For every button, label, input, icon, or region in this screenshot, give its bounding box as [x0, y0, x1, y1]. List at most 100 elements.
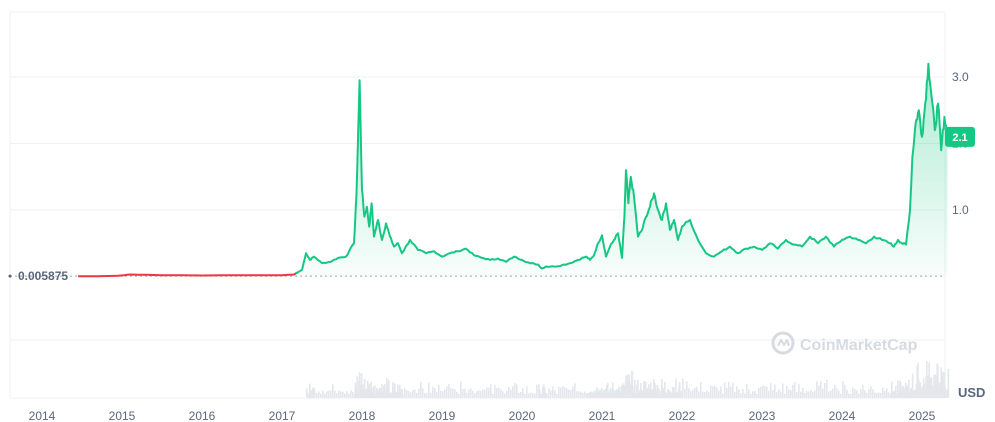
volume-bar [911, 373, 914, 398]
volume-bar [346, 390, 348, 398]
volume-bar [436, 392, 438, 398]
volume-bar [640, 383, 642, 398]
volume-bar [808, 391, 810, 398]
volume-bar [824, 383, 826, 398]
volume-bar [504, 393, 506, 398]
volume-bar [545, 392, 547, 398]
volume-bar [740, 393, 742, 398]
volume-bar [947, 369, 950, 398]
volume-bar [616, 389, 618, 398]
volume-bar [601, 388, 603, 398]
volume-bar [310, 389, 312, 398]
volume-bar [398, 391, 400, 398]
volume-bar [718, 390, 720, 398]
volume-bar [902, 386, 904, 398]
volume-bar [598, 389, 600, 398]
x-tick-label: 2015 [109, 409, 136, 422]
volume-bar [654, 382, 656, 398]
volume-bar [665, 392, 667, 398]
volume-bar [728, 381, 730, 398]
volume-bar [645, 381, 647, 398]
volume-bar [342, 391, 344, 398]
volume-bar [880, 393, 882, 398]
volume-bar [379, 388, 381, 398]
volume-bar [826, 379, 828, 398]
volume-bar [906, 386, 908, 398]
volume-bar [927, 375, 930, 398]
volume-bar [462, 388, 464, 398]
volume-bar [314, 389, 316, 398]
volume-bar [774, 384, 776, 398]
volume-bar [660, 390, 662, 398]
volume-bar [539, 389, 541, 398]
volume-bar [391, 392, 393, 398]
volume-bar [661, 379, 663, 398]
volume-bar [606, 385, 608, 398]
volume-bar [634, 379, 636, 398]
volume-bar [850, 393, 852, 398]
volume-bar [420, 381, 422, 398]
volume-bar [884, 390, 886, 398]
volume-bar [864, 390, 866, 398]
x-tick-label: 2014 [29, 409, 56, 422]
volume-bar [939, 384, 942, 398]
volume-bar [894, 390, 896, 398]
volume-bar [566, 388, 568, 398]
volume-bar [522, 388, 524, 398]
volume-bar [890, 393, 892, 398]
volume-bar [796, 392, 798, 398]
volume-bar [663, 388, 665, 398]
volume-bar [614, 393, 616, 398]
volume-bar [736, 386, 738, 398]
volume-bar [396, 392, 398, 398]
volume-bar [381, 383, 383, 398]
volume-bar [600, 389, 602, 398]
volume-bar [604, 389, 606, 398]
volume-bar [786, 385, 788, 398]
volume-bar [776, 391, 778, 398]
volume-bar [622, 383, 625, 398]
x-tick-labels: 2014 2015 2016 2017 2018 2019 2020 2021 2022 2023… [29, 409, 936, 422]
volume-bar [494, 384, 496, 398]
watermark: CoinMarketCap [771, 331, 918, 355]
volume-bar [330, 390, 332, 398]
volume-bar [395, 391, 397, 398]
volume-bar [478, 390, 480, 398]
volume-bar [678, 386, 680, 398]
volume-bar [610, 387, 612, 398]
volume-bar [931, 385, 934, 398]
volume-bar [541, 393, 543, 398]
volume-bar [388, 379, 390, 398]
volume-bar [313, 387, 315, 398]
volume-bar [688, 388, 690, 398]
volume-bar [754, 391, 756, 398]
volume-bar [605, 388, 607, 398]
volume-bar [846, 389, 848, 398]
volume-bar [710, 385, 712, 398]
volume-bar [326, 391, 328, 398]
x-tick-label: 2019 [429, 409, 456, 422]
current-price-badge: 2.1 [945, 126, 975, 147]
volume-bar [655, 385, 657, 398]
volume-bar [706, 390, 708, 398]
volume-bar [900, 382, 902, 398]
volume-bar [543, 384, 545, 398]
currency-label: USD [958, 385, 985, 400]
volume-bar [834, 384, 836, 398]
volume-bar [414, 389, 416, 398]
volume-bar [618, 386, 620, 398]
volume-bar [702, 391, 704, 398]
volume-bar [874, 392, 876, 398]
volume-bar [562, 386, 564, 398]
volume-bar [903, 386, 905, 398]
volume-bar [778, 389, 780, 398]
volume-bar [510, 389, 512, 398]
volume-bar [536, 384, 538, 398]
volume-bar [832, 388, 834, 398]
volume-bar [893, 391, 895, 398]
volume-bar [657, 385, 659, 398]
volume-bar [770, 383, 772, 398]
volume-bar [738, 389, 740, 398]
volume-bar [578, 391, 580, 398]
volume-bar [424, 393, 426, 398]
